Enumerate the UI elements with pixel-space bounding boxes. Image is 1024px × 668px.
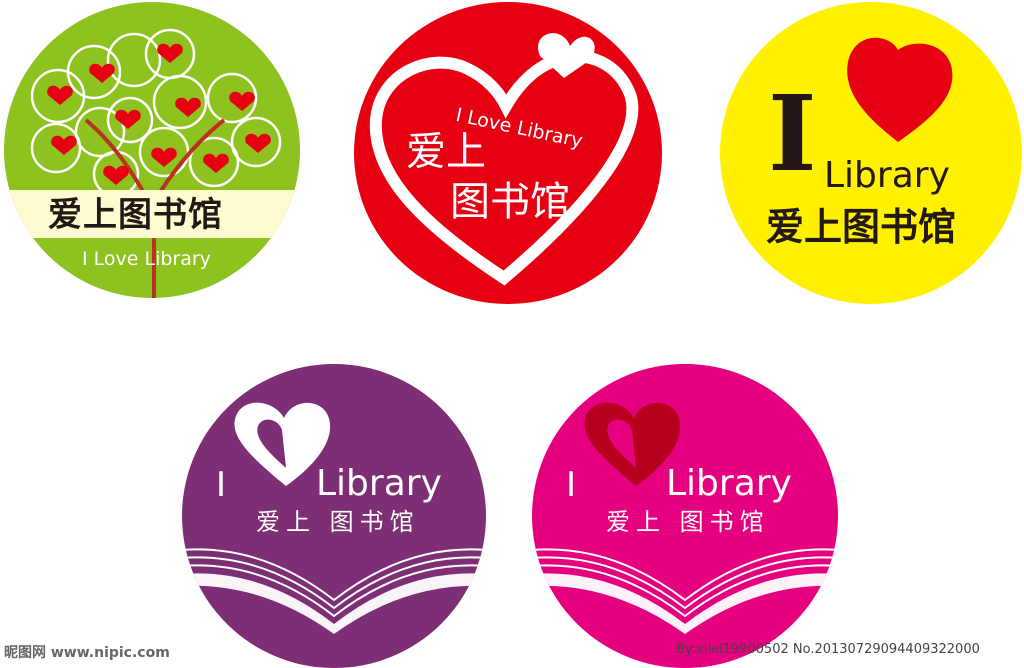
badge-green-tree: 爱上图书馆 I Love Library	[4, 2, 300, 298]
badge-purple-book: I Library 爱上 图书馆	[182, 364, 486, 668]
badge-1-chinese-title: 爱上图书馆	[48, 195, 223, 235]
tree-illustration	[4, 2, 300, 298]
badge-3-letter-i: I	[768, 72, 817, 195]
badge-3-english-title: Library	[824, 155, 950, 196]
badge-5-english-title: Library	[666, 463, 792, 504]
heart-and-book-illustration	[532, 364, 838, 668]
badge-5-letter-i: I	[566, 465, 577, 505]
heart-and-book-illustration	[182, 364, 486, 668]
badge-4-letter-i: I	[216, 465, 227, 505]
badge-5-chinese-title: 爱上 图书馆	[606, 508, 770, 536]
badge-pink-book: I Library 爱上 图书馆	[532, 364, 838, 668]
heart-icon	[720, 2, 1022, 304]
badge-yellow: I Library 爱上图书馆	[720, 2, 1022, 304]
badge-4-english-title: Library	[316, 463, 442, 504]
badge-1-english-title: I Love Library	[82, 248, 211, 270]
badge-3-chinese-title: 爱上图书馆	[766, 205, 957, 249]
badge-2-chinese-line1: 爱上	[406, 129, 486, 175]
watermark-left: 昵图网 www.nipic.com	[4, 645, 170, 661]
badge-4-chinese-title: 爱上 图书馆	[256, 508, 420, 536]
badge-red-heart: I Love Library 爱上 图书馆	[354, 2, 662, 304]
watermark-right: By:xilei19900502 No.20130729094409322000	[676, 642, 980, 657]
badge-2-chinese-line2: 图书馆	[450, 179, 570, 225]
heart-outline-illustration	[354, 2, 662, 304]
